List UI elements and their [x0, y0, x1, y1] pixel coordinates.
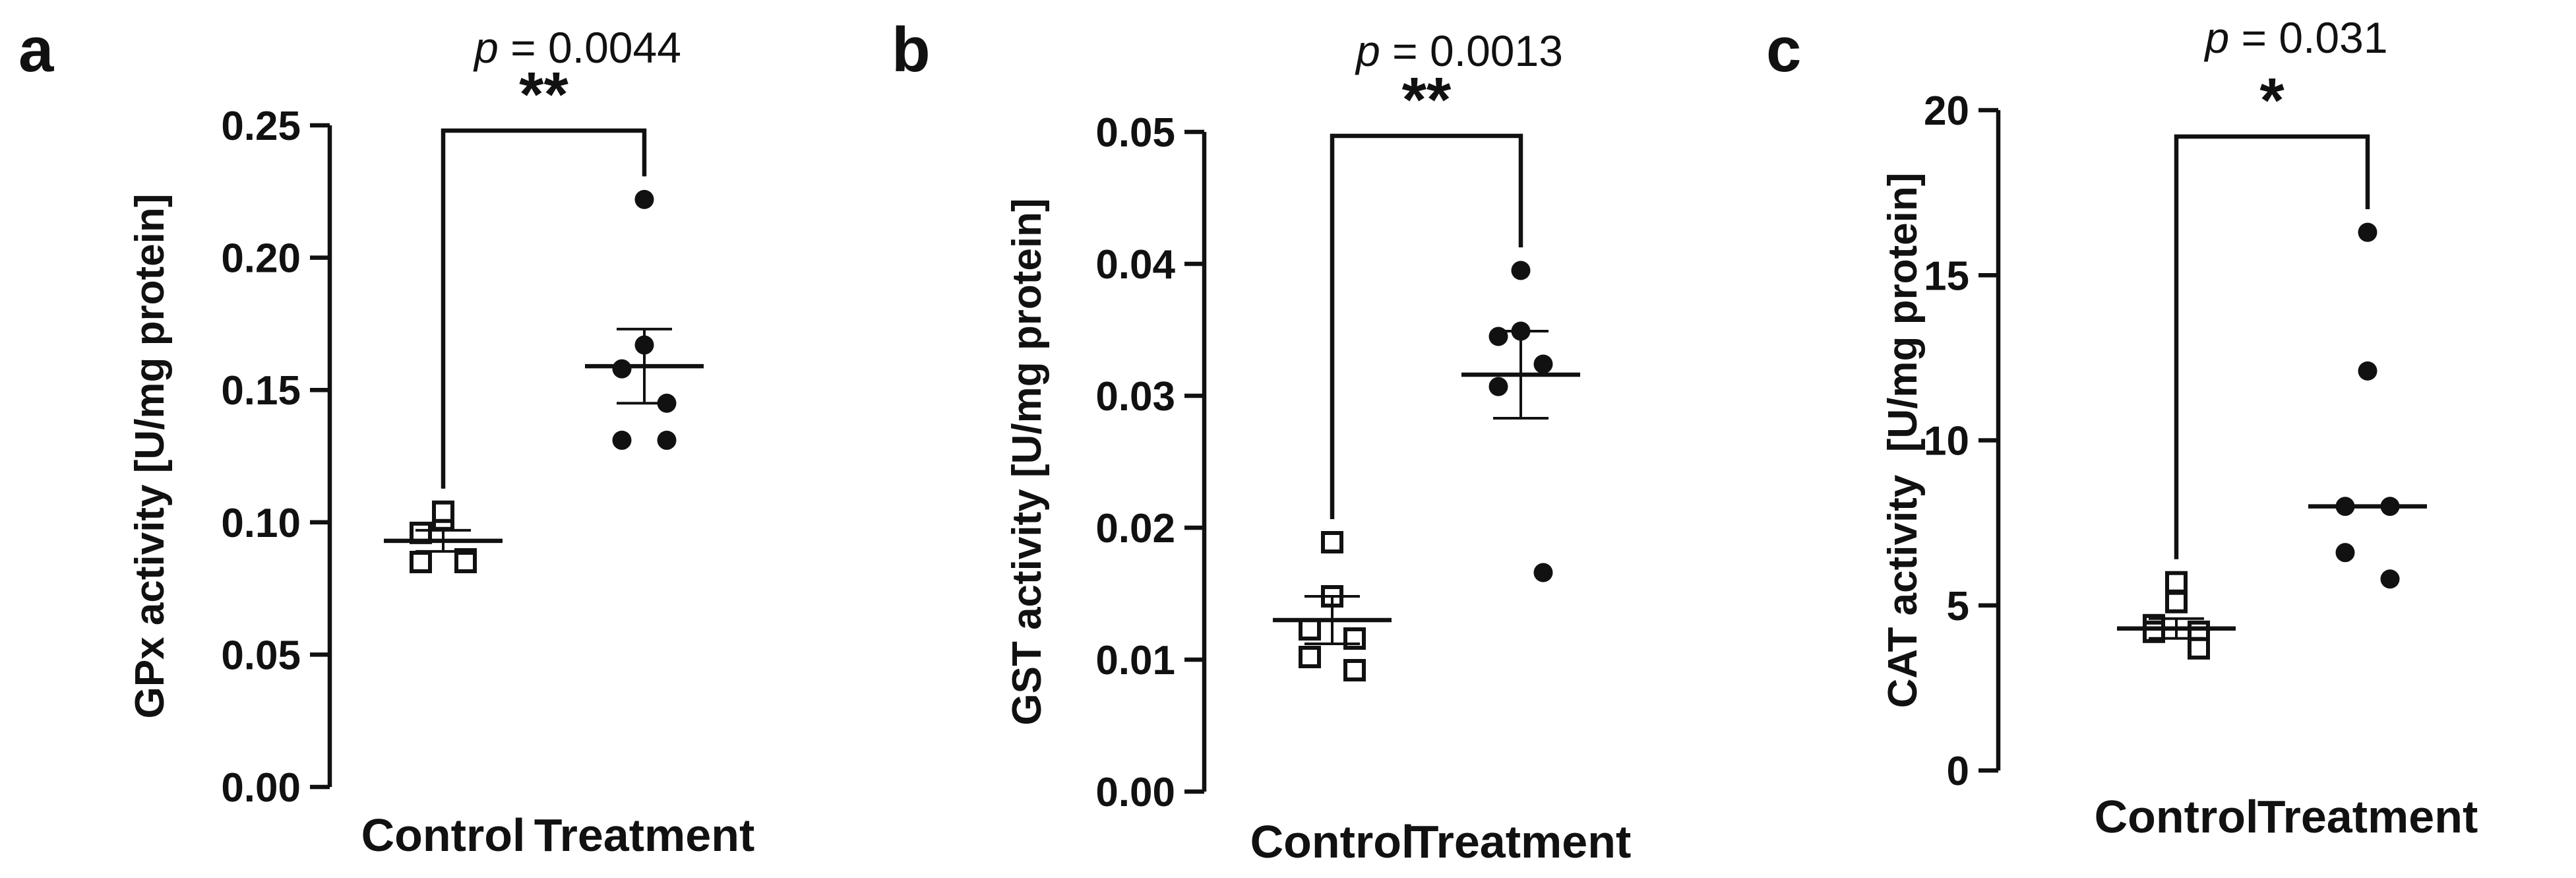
y-tick-label: 15	[1924, 253, 1969, 299]
y-axis-label: GST activity [U/mg protein]	[1004, 198, 1050, 725]
chart-panel-a: a 0.00 0.05 0.10 0.15 0.20 0.25 GPx activity [U…	[18, 15, 754, 861]
p-value-label: p = 0.0013	[1355, 26, 1563, 75]
data-point-circle	[612, 359, 632, 379]
x-category-label: Control	[2095, 791, 2259, 842]
data-point-circle	[1533, 563, 1553, 582]
data-point-square	[1343, 659, 1366, 681]
p-symbol: p	[473, 23, 499, 72]
data-point-square	[454, 550, 477, 573]
significance-bracket	[2174, 134, 2370, 559]
data-point-circle	[1511, 261, 1531, 280]
p-value-label: p = 0.031	[2203, 13, 2387, 62]
y-tick-label: 0.00	[221, 765, 301, 811]
y-tick-label: 0.10	[221, 501, 301, 546]
y-tick-label: 0.05	[221, 633, 301, 678]
data-point-circle	[634, 189, 654, 209]
y-tick-label: 0.15	[221, 368, 301, 414]
data-point-square	[1299, 618, 1321, 641]
y-tick-label: 0.05	[1095, 110, 1175, 156]
data-point-circle	[1488, 327, 1508, 346]
data-point-square	[1299, 646, 1321, 668]
data-point-circle	[2380, 569, 2400, 589]
x-category-label: Control	[361, 809, 526, 861]
data-point-square	[432, 500, 454, 523]
data-point-circle	[612, 430, 632, 450]
chart-panel-b: b 0.00 0.01 0.02 0.03 0.04 0.05 GST activity [U…	[892, 15, 1631, 867]
y-tick-label: 20	[1924, 88, 1969, 134]
y-tick-label: 0.00	[1095, 770, 1175, 815]
y-axis-label: CAT activity [U/mg protein]	[1880, 173, 1926, 708]
p-value-label: p = 0.0044	[473, 23, 681, 72]
chart-panel-c: c 0 5 10 15 20 CAT activity [U/mg protein] Cont…	[1766, 13, 2478, 842]
significance-bracket	[1330, 133, 1523, 519]
x-category-label: Control	[1250, 816, 1415, 867]
significance-stars: *	[2259, 65, 2285, 136]
y-tick-label: 0.04	[1095, 242, 1175, 288]
x-category-label: Treatment	[534, 809, 755, 861]
y-tick-label: 0.25	[221, 104, 301, 149]
y-tick-label: 0.02	[1095, 506, 1175, 551]
panel-letter: b	[892, 15, 931, 85]
significance-stars: **	[519, 59, 568, 130]
p-symbol: p	[1355, 26, 1380, 75]
data-point-square	[2165, 590, 2188, 613]
data-point-square	[2188, 637, 2210, 660]
data-point-circle	[657, 430, 677, 450]
significance-bracket	[441, 128, 647, 489]
y-tick-label: 5	[1947, 584, 1969, 629]
data-point-square	[1321, 531, 1343, 553]
data-point-square	[410, 550, 432, 573]
y-tick-label: 0.03	[1095, 374, 1175, 420]
data-point-circle	[2358, 222, 2377, 242]
x-category-label: Treatment	[1411, 816, 1632, 867]
data-point-square	[2165, 571, 2188, 594]
y-tick-label: 0.01	[1095, 638, 1175, 683]
data-point-circle	[1533, 354, 1553, 374]
data-point-circle	[2358, 361, 2377, 381]
y-tick-label: 0.20	[221, 236, 301, 282]
data-point-circle	[2335, 543, 2355, 563]
y-axis-label: GPx activity [U/mg protein]	[127, 194, 173, 719]
panel-letter: c	[1766, 15, 1801, 85]
p-symbol: p	[2203, 13, 2229, 62]
data-point-circle	[1488, 377, 1508, 396]
p-value: = 0.0013	[1380, 26, 1563, 75]
y-tick-label: 10	[1924, 419, 1969, 464]
y-tick-label: 0	[1947, 749, 1969, 794]
significance-stars: **	[1402, 65, 1452, 135]
x-category-label: Treatment	[2257, 791, 2478, 842]
panel-letter: a	[18, 15, 54, 85]
p-value: = 0.0044	[499, 23, 681, 72]
p-value: = 0.031	[2229, 13, 2387, 62]
